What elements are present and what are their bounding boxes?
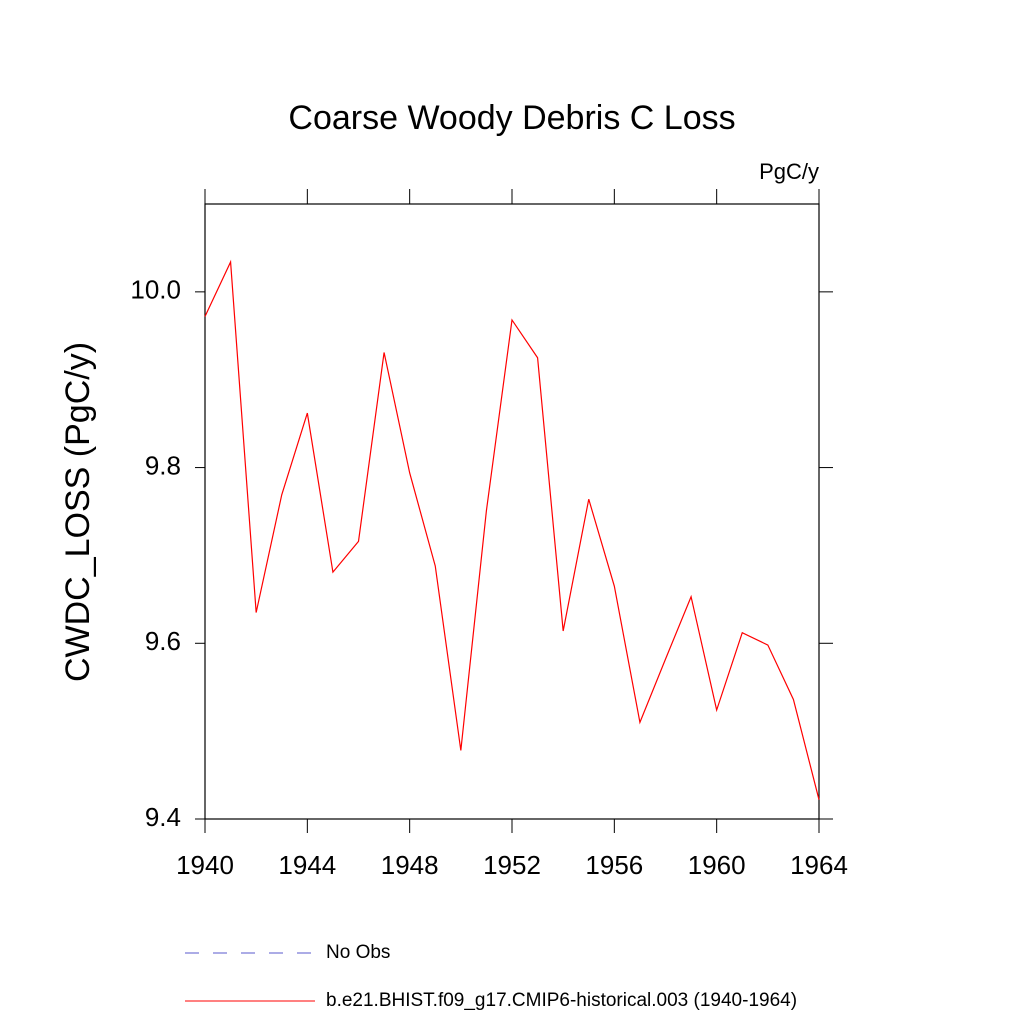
legend-label: b.e21.BHIST.f09_g17.CMIP6-historical.003… (326, 990, 797, 1011)
x-tick-label: 1960 (688, 850, 746, 880)
chart-title: Coarse Woody Debris C Loss (288, 99, 735, 137)
legend-label: No Obs (326, 942, 390, 963)
x-tick-label: 1944 (278, 850, 336, 880)
x-tick-label: 1952 (483, 850, 541, 880)
y-tick-label: 9.6 (145, 626, 181, 656)
y-tick-label: 9.4 (145, 802, 181, 832)
plot-frame (204, 203, 820, 820)
x-tick-label: 1964 (790, 850, 848, 880)
series-line (204, 259, 820, 800)
units-label: PgC/y (759, 159, 819, 184)
x-tick-label: 1956 (585, 850, 643, 880)
x-tick-label: 1940 (176, 850, 234, 880)
x-tick-label: 1948 (381, 850, 439, 880)
y-axis-label: CWDC_LOSS (PgC/y) (59, 342, 97, 682)
y-tick-label: 9.8 (145, 450, 181, 480)
y-tick-label: 10.0 (130, 275, 181, 305)
